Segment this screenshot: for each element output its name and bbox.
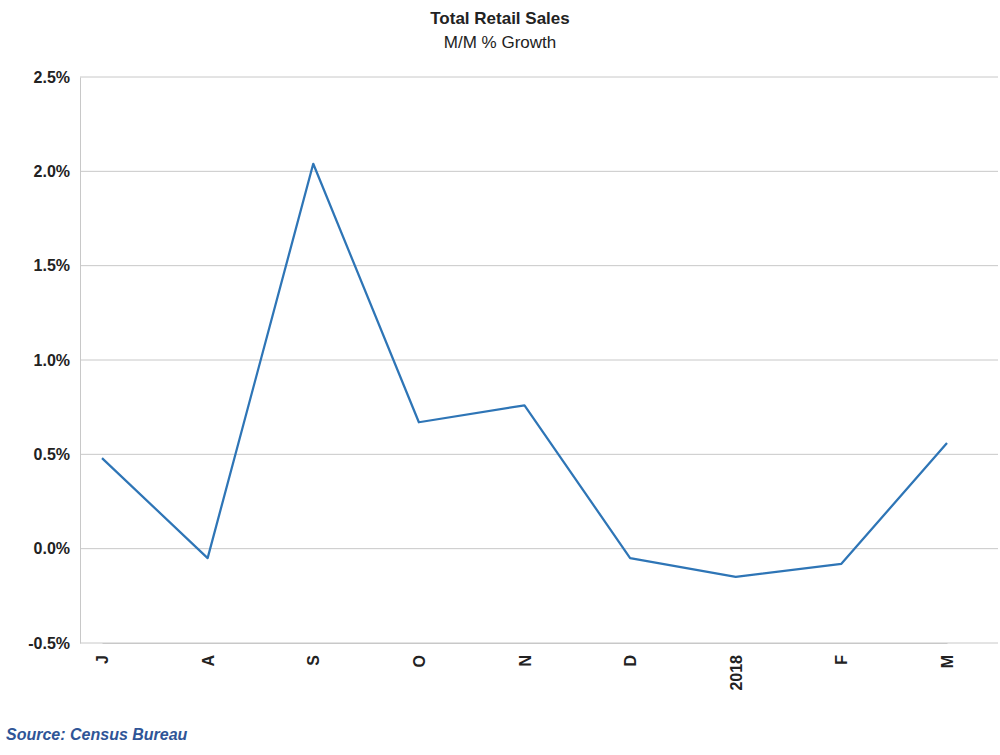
y-tick: 2.5% xyxy=(34,69,80,86)
chart: Total Retail Sales M/M % Growth Source: Ce… xyxy=(0,0,1000,755)
y-tick-label: -0.5% xyxy=(28,635,70,652)
plot-area: -0.5% 0.0% 0.5% 1.0% 1.5% 2.0% 2.5% J A S O N D 2018 F… xyxy=(28,69,998,691)
x-tick-label: O xyxy=(411,655,428,667)
grid-line xyxy=(80,454,998,455)
x-tick-label: M xyxy=(939,655,956,668)
grid-line xyxy=(80,643,998,644)
x-axis: J A S O N D 2018 F M xyxy=(94,643,956,691)
x-tick-label: D xyxy=(622,655,639,667)
x-tick: F xyxy=(833,643,850,665)
y-axis: -0.5% 0.0% 0.5% 1.0% 1.5% 2.0% 2.5% xyxy=(28,69,80,652)
x-tick-label: J xyxy=(94,655,111,664)
grid-line xyxy=(80,548,998,549)
subtitle: M/M % Growth xyxy=(444,33,556,52)
x-tick: 2018 xyxy=(728,643,745,691)
x-tick: M xyxy=(939,643,956,668)
y-tick: 1.0% xyxy=(34,352,80,369)
x-tick: J xyxy=(94,643,111,664)
y-tick: 0.0% xyxy=(34,540,80,557)
x-axis-line xyxy=(103,643,948,644)
grid-line xyxy=(80,360,998,361)
y-tick: 1.5% xyxy=(34,257,80,274)
series xyxy=(102,164,947,577)
title: Total Retail Sales xyxy=(430,9,570,28)
y-tick-label: 0.5% xyxy=(34,446,70,463)
x-tick: S xyxy=(305,643,322,666)
x-tick-label: S xyxy=(305,655,322,666)
grid-line xyxy=(80,77,998,78)
y-tick-label: 2.0% xyxy=(34,163,70,180)
x-tick: A xyxy=(200,643,217,667)
grid-line xyxy=(80,265,998,266)
x-tick: D xyxy=(622,643,639,667)
x-tick-label: F xyxy=(833,655,850,665)
source: Source: Census Bureau xyxy=(6,726,188,743)
y-tick-label: 2.5% xyxy=(34,69,70,86)
x-tick: N xyxy=(517,643,534,667)
y-tick-label: 0.0% xyxy=(34,540,70,557)
x-tick-label: A xyxy=(200,655,217,667)
x-tick-label: N xyxy=(517,655,534,667)
y-tick-label: 1.5% xyxy=(34,257,70,274)
y-tick: -0.5% xyxy=(28,635,80,652)
line xyxy=(102,164,947,577)
y-axis-line xyxy=(80,78,81,644)
y-tick-label: 1.0% xyxy=(34,352,70,369)
grid-line xyxy=(80,171,998,172)
grid xyxy=(80,77,998,643)
x-tick: O xyxy=(411,643,428,667)
y-tick: 0.5% xyxy=(34,446,80,463)
x-tick-label: 2018 xyxy=(728,655,745,691)
y-tick: 2.0% xyxy=(34,163,80,180)
